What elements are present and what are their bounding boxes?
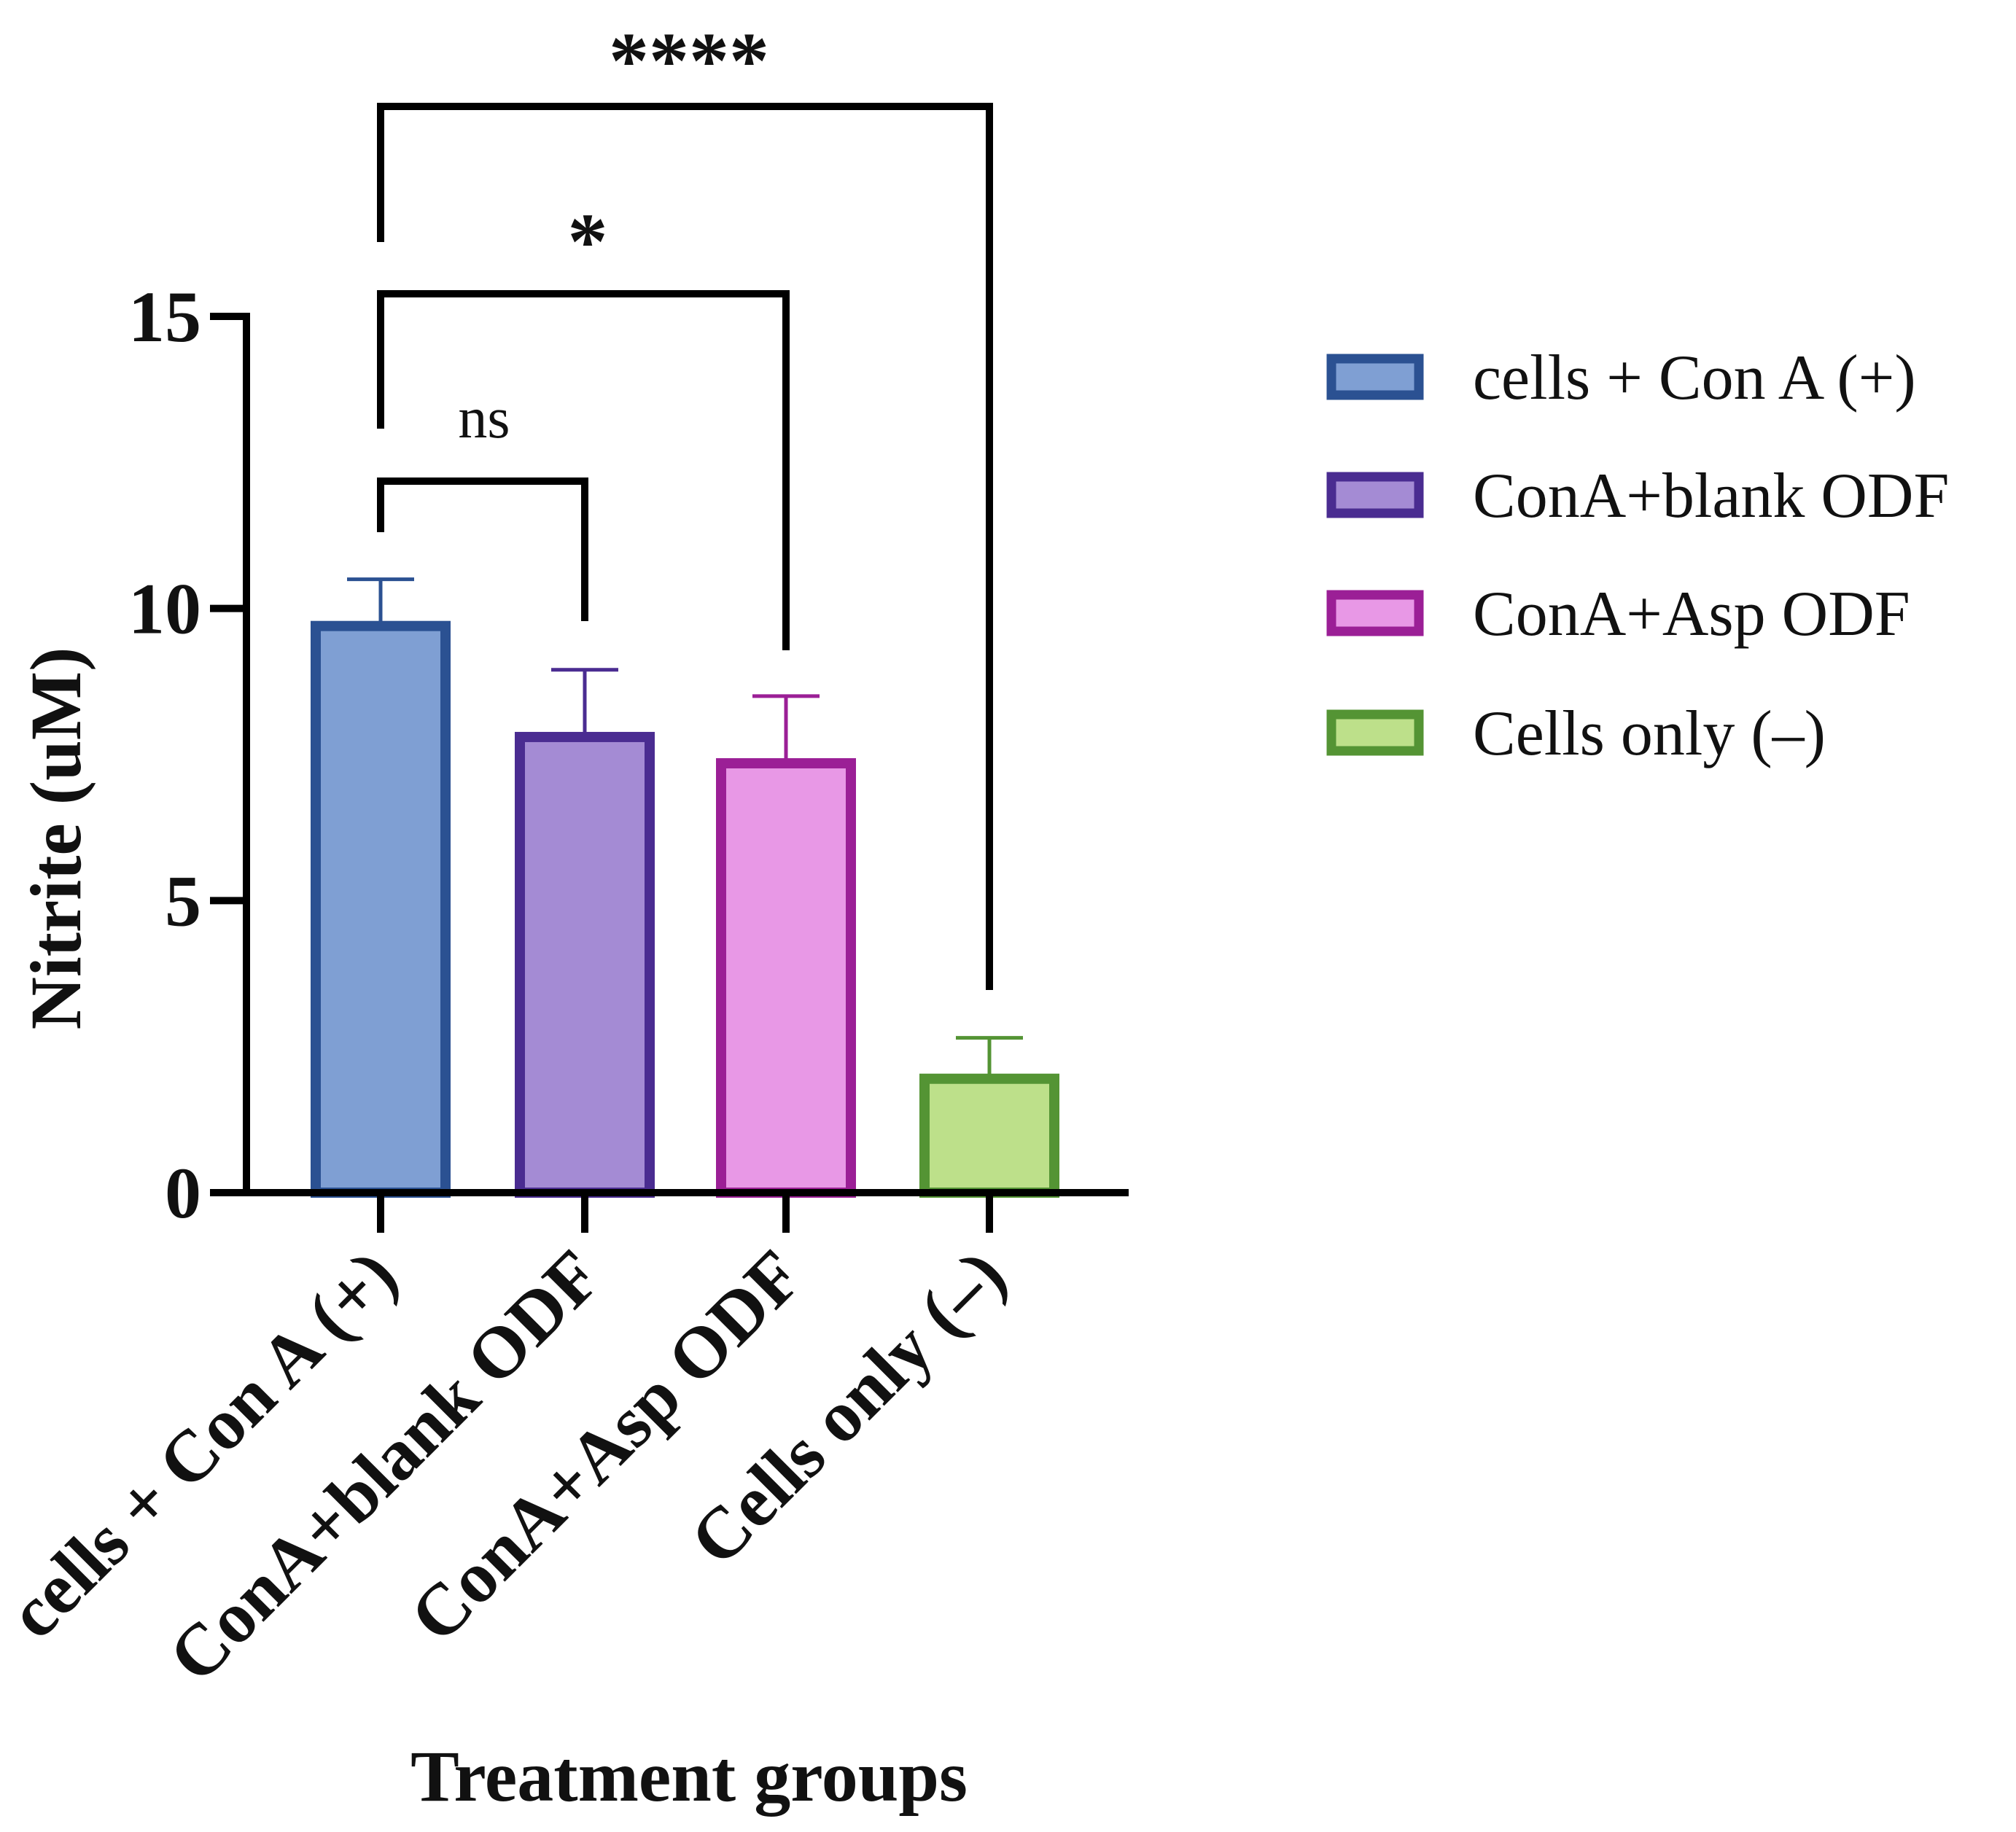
bar-1 <box>311 620 451 1198</box>
legend-swatch-1 <box>1326 354 1424 400</box>
legend-label-2: ConA+blank ODF <box>1473 461 1949 531</box>
y-tick-label: 0 <box>165 1153 201 1233</box>
y-tick-label: 15 <box>128 276 201 357</box>
legend-label-3: ConA+Asp ODF <box>1473 579 1910 650</box>
y-ticks: 0 5 10 15 <box>128 276 246 1233</box>
bars-layer <box>311 577 1059 1198</box>
significance-label-2: * <box>568 197 608 286</box>
legend-label-4: Cells only (–) <box>1473 698 1826 769</box>
x-axis-title: Treatment groups <box>410 1736 968 1817</box>
bar-4 <box>919 1073 1059 1198</box>
legend-label-1: cells + Con A (+) <box>1473 343 1916 413</box>
legend-swatch-2 <box>1326 472 1424 518</box>
x-ticks: cells + Con A (+)ConA+blank ODFConA+Asp … <box>0 1193 1021 1698</box>
significance-label-1: ns <box>458 386 510 451</box>
bar-2 <box>515 731 655 1198</box>
y-tick-label: 10 <box>128 569 201 650</box>
significance-bracket-3 <box>377 103 993 990</box>
legend: cells + Con A (+) ConA+blank ODF ConA+Asp … <box>1326 343 1949 769</box>
y-tick-label: 5 <box>165 860 201 941</box>
legend-swatch-3 <box>1326 590 1424 636</box>
legend-swatch-4 <box>1326 709 1424 756</box>
significance-bracket-2 <box>377 290 790 650</box>
y-axis-title: Nitrite (uM) <box>15 647 96 1030</box>
significance-brackets: ns***** <box>377 16 993 990</box>
significance-label-3: **** <box>609 16 769 105</box>
bar-3 <box>716 758 856 1198</box>
axes-layer <box>210 313 1129 1196</box>
significance-bracket-1 <box>377 478 588 621</box>
